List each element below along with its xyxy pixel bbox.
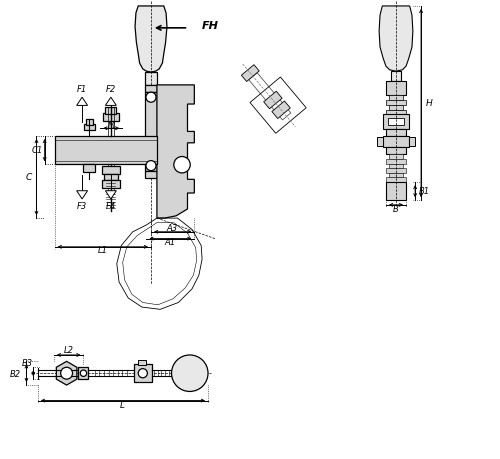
Polygon shape bbox=[102, 113, 119, 121]
Polygon shape bbox=[242, 65, 259, 82]
Polygon shape bbox=[84, 164, 96, 172]
Text: F4: F4 bbox=[106, 202, 116, 211]
Text: C1: C1 bbox=[32, 146, 42, 155]
Polygon shape bbox=[389, 105, 403, 110]
Polygon shape bbox=[389, 173, 403, 178]
Polygon shape bbox=[76, 191, 88, 199]
Polygon shape bbox=[386, 129, 406, 135]
Circle shape bbox=[146, 92, 156, 102]
Polygon shape bbox=[389, 95, 403, 101]
Text: F1: F1 bbox=[77, 85, 87, 94]
Polygon shape bbox=[386, 182, 406, 200]
Polygon shape bbox=[84, 123, 95, 129]
Polygon shape bbox=[272, 101, 290, 118]
Text: F2: F2 bbox=[106, 85, 116, 94]
Polygon shape bbox=[377, 137, 383, 146]
Polygon shape bbox=[386, 178, 406, 182]
Text: H: H bbox=[426, 99, 432, 107]
Text: L1: L1 bbox=[98, 246, 108, 255]
Polygon shape bbox=[135, 6, 167, 72]
Text: B2: B2 bbox=[10, 369, 21, 379]
Polygon shape bbox=[388, 118, 404, 125]
Text: B1: B1 bbox=[418, 187, 430, 196]
Polygon shape bbox=[86, 119, 93, 124]
Polygon shape bbox=[106, 191, 117, 199]
Polygon shape bbox=[106, 97, 117, 106]
Polygon shape bbox=[138, 359, 146, 365]
Circle shape bbox=[172, 355, 208, 392]
Polygon shape bbox=[386, 81, 406, 95]
Polygon shape bbox=[104, 174, 118, 180]
Polygon shape bbox=[54, 136, 158, 164]
Polygon shape bbox=[106, 107, 117, 114]
Text: FH: FH bbox=[202, 21, 219, 31]
Circle shape bbox=[138, 369, 147, 378]
Polygon shape bbox=[145, 72, 157, 85]
Text: B3: B3 bbox=[22, 358, 34, 368]
Polygon shape bbox=[390, 71, 402, 81]
Polygon shape bbox=[383, 135, 409, 147]
Polygon shape bbox=[144, 171, 158, 178]
Polygon shape bbox=[264, 91, 282, 109]
Polygon shape bbox=[248, 73, 291, 120]
Polygon shape bbox=[386, 147, 406, 154]
Polygon shape bbox=[389, 164, 403, 168]
Polygon shape bbox=[386, 101, 406, 105]
Polygon shape bbox=[102, 166, 120, 174]
Polygon shape bbox=[134, 364, 152, 382]
Polygon shape bbox=[76, 97, 88, 106]
Polygon shape bbox=[145, 92, 157, 171]
Text: B: B bbox=[393, 205, 399, 214]
Circle shape bbox=[60, 367, 72, 379]
Polygon shape bbox=[157, 85, 194, 218]
Circle shape bbox=[146, 161, 156, 171]
Polygon shape bbox=[409, 137, 415, 146]
Polygon shape bbox=[383, 114, 409, 129]
Text: C: C bbox=[26, 173, 32, 181]
Text: M: M bbox=[108, 121, 115, 129]
Polygon shape bbox=[386, 168, 406, 173]
Polygon shape bbox=[78, 367, 88, 379]
Polygon shape bbox=[386, 110, 406, 114]
Polygon shape bbox=[379, 6, 413, 71]
Text: F3: F3 bbox=[77, 202, 87, 211]
Circle shape bbox=[80, 370, 86, 376]
Circle shape bbox=[174, 157, 190, 173]
Text: A3: A3 bbox=[167, 224, 178, 233]
Polygon shape bbox=[144, 85, 158, 92]
Text: L: L bbox=[120, 401, 125, 409]
Polygon shape bbox=[56, 361, 77, 385]
Polygon shape bbox=[389, 154, 403, 159]
Polygon shape bbox=[102, 180, 120, 189]
Text: L2: L2 bbox=[64, 346, 74, 355]
Text: A1: A1 bbox=[164, 238, 175, 247]
Polygon shape bbox=[386, 159, 406, 164]
